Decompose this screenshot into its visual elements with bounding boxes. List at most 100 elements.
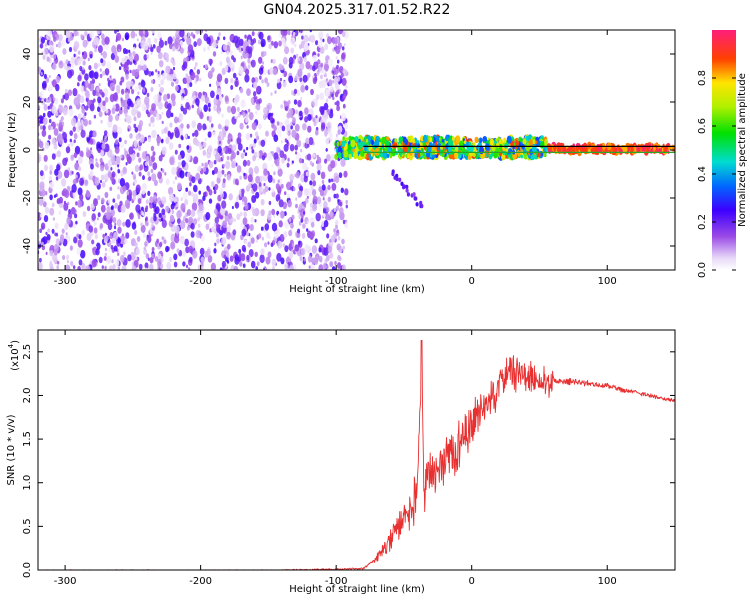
- heatmap-cell: [90, 203, 94, 209]
- heatmap-cell: [159, 241, 163, 248]
- heatmap-cell: [120, 142, 124, 149]
- heatmap-cell: [406, 192, 410, 197]
- heatmap-cell: [208, 221, 211, 225]
- heatmap-cell: [271, 164, 274, 168]
- heatmap-cell: [49, 194, 53, 201]
- heatmap-cell: [91, 78, 96, 84]
- heatmap-cell: [189, 182, 192, 187]
- heatmap-cell: [129, 212, 134, 220]
- heatmap-cell: [221, 113, 224, 118]
- heatmap-cell: [165, 52, 170, 59]
- heatmap-cell: [209, 70, 212, 76]
- heatmap-cell: [330, 235, 336, 243]
- heatmap-cell: [192, 193, 199, 202]
- heatmap-cell: [193, 156, 199, 165]
- heatmap-cell: [236, 116, 239, 120]
- heatmap-cell: [152, 151, 156, 157]
- heatmap-cell: [262, 61, 264, 65]
- heatmap-cell: [236, 182, 239, 186]
- heatmap-cell: [194, 61, 198, 67]
- heatmap-cell: [129, 133, 133, 139]
- heatmap-cell: [350, 139, 356, 148]
- heatmap-cell: [218, 32, 221, 37]
- heatmap-cell: [247, 64, 251, 70]
- snr-panel: -300 -200 -100 0 100 0.0 0.5 1.0 1.5 2.0 2.5 Heig…: [6, 329, 676, 595]
- heatmap-cell: [224, 77, 229, 85]
- heatmap-cell: [115, 155, 121, 164]
- heatmap-cell: [47, 228, 50, 233]
- heatmap-cell: [197, 223, 201, 228]
- heatmap-cell: [240, 152, 245, 159]
- heatmap-cell: [306, 153, 312, 161]
- heatmap-cell: [279, 210, 285, 219]
- heatmap-cell: [242, 44, 247, 51]
- heatmap-cell: [111, 259, 114, 264]
- heatmap-cell: [303, 34, 309, 43]
- heatmap-cell: [300, 247, 306, 256]
- heatmap-cell: [215, 153, 221, 162]
- heatmap-cell: [86, 232, 92, 241]
- heatmap-cell: [205, 212, 211, 221]
- heatmap-cell: [226, 51, 230, 56]
- heatmap-cell: [107, 199, 111, 204]
- heatmap-cell: [110, 245, 114, 250]
- heatmap-cell: [84, 73, 89, 81]
- heatmap-cell: [170, 203, 175, 210]
- heatmap-cell: [329, 252, 334, 259]
- heatmap-cell: [277, 179, 280, 184]
- heatmap-cell: [53, 128, 59, 136]
- heatmap-cell: [271, 188, 275, 193]
- heatmap-cell: [204, 64, 208, 69]
- heatmap-cell: [72, 178, 77, 186]
- heatmap-cell: [173, 66, 175, 71]
- heatmap-cell: [70, 154, 75, 162]
- heatmap-cell: [342, 219, 346, 225]
- heatmap-cell: [300, 85, 306, 93]
- heatmap-cell: [40, 213, 43, 218]
- heatmap-cell: [244, 74, 250, 83]
- heatmap-cell: [340, 78, 343, 84]
- heatmap-cell: [295, 53, 299, 58]
- heatmap-cell: [192, 250, 198, 259]
- heatmap-cell: [112, 217, 117, 223]
- heatmap-cell: [70, 141, 74, 147]
- heatmap-cell: [58, 137, 64, 145]
- heatmap-cell: [231, 67, 234, 72]
- heatmap-cell: [417, 153, 421, 158]
- heatmap-cell: [277, 240, 283, 249]
- heatmap-cell: [260, 248, 265, 256]
- heatmap-cell: [164, 172, 167, 176]
- heatmap-cell: [104, 235, 109, 242]
- heatmap-cell: [144, 136, 148, 142]
- heatmap-cell: [160, 139, 164, 144]
- heatmap-cell: [189, 142, 192, 147]
- heatmap-cell: [105, 108, 109, 114]
- heatmap-cell: [86, 205, 91, 212]
- heatmap-cell: [204, 137, 207, 142]
- heatmap-cell: [80, 249, 86, 259]
- spectrogram-x-ticks: -300 -200 -100 0 100: [54, 30, 617, 287]
- heatmap-cell: [317, 170, 321, 176]
- heatmap-cell: [251, 195, 257, 203]
- heatmap-cell: [147, 171, 151, 176]
- heatmap-cell: [207, 186, 211, 192]
- snr-y-ticks: 0.0 0.5 1.0 1.5 2.0 2.5: [22, 344, 675, 578]
- heatmap-cell: [196, 168, 200, 172]
- heatmap-cell: [209, 58, 213, 65]
- heatmap-cell: [299, 77, 303, 83]
- heatmap-cell: [188, 256, 193, 263]
- heatmap-cell: [193, 41, 197, 48]
- heatmap-cell: [198, 190, 201, 195]
- heatmap-cell: [124, 32, 130, 40]
- heatmap-cell: [218, 140, 221, 145]
- heatmap-cell: [297, 228, 301, 234]
- x-tick-label: 100: [598, 276, 617, 287]
- heatmap-cell: [146, 32, 149, 37]
- heatmap-cell: [312, 117, 316, 123]
- heatmap-cell: [93, 198, 98, 207]
- heatmap-cell: [342, 93, 347, 100]
- heatmap-cell: [188, 245, 193, 253]
- heatmap-cell: [343, 149, 349, 158]
- heatmap-cell: [330, 153, 335, 161]
- heatmap-cell: [67, 260, 69, 264]
